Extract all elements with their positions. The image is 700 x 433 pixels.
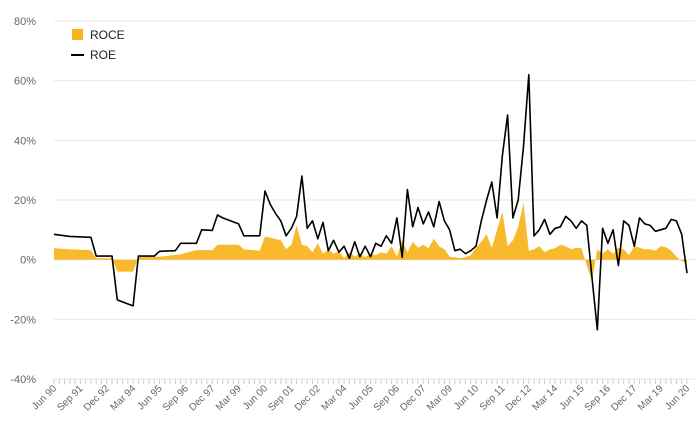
x-tick-label: Sep 11 <box>478 383 508 413</box>
y-axis-ticks: -40% -20% 0% 20% 40% 60% 80% <box>10 16 36 386</box>
roce-area-layer <box>54 203 687 281</box>
x-tick-label: Jun 95 <box>136 383 165 412</box>
roe-line <box>53 73 688 331</box>
x-tick-label: Dec 17 <box>609 383 639 413</box>
x-tick-label: Jun 05 <box>347 383 376 412</box>
x-tick-label: Sep 96 <box>161 383 191 413</box>
y-tick-label: -40% <box>10 374 36 386</box>
x-tick-label: Jun 20 <box>663 383 692 412</box>
legend-swatch-roce <box>72 29 83 40</box>
x-tick-label: Dec 92 <box>82 383 112 413</box>
roce-area <box>54 203 687 281</box>
y-tick-label: 20% <box>14 195 36 207</box>
y-tick-label: 80% <box>14 16 36 28</box>
x-tick-label: Mar 14 <box>530 383 560 413</box>
x-tick-label: Dec 07 <box>398 383 428 413</box>
legend-label-roce: ROCE <box>90 28 125 42</box>
legend-label-roe: ROE <box>90 48 116 62</box>
x-tick-label: Jun 10 <box>452 383 481 412</box>
roe-line-layer <box>53 73 688 331</box>
x-tick-label: Sep 06 <box>372 383 402 413</box>
x-tick-label: Dec 97 <box>187 383 217 413</box>
y-tick-label: 0% <box>20 255 36 267</box>
x-tick-label: Sep 91 <box>55 383 85 413</box>
x-tick-label: Mar 09 <box>425 383 455 413</box>
x-tick-label: Dec 02 <box>293 383 323 413</box>
x-tick-label: Jun 00 <box>241 383 270 412</box>
y-tick-label: 40% <box>14 135 36 147</box>
x-tick-label: Jun 90 <box>30 383 59 412</box>
x-tick-label: Mar 99 <box>214 383 244 413</box>
x-tick-label: Jun 15 <box>558 383 587 412</box>
y-tick-label: -20% <box>10 314 36 326</box>
x-tick-label: Sep 01 <box>266 383 296 413</box>
x-tick-label: Mar 19 <box>636 383 666 413</box>
legend: ROCE ROE <box>71 28 125 62</box>
y-tick-label: 60% <box>14 76 36 88</box>
x-tick-label: Mar 94 <box>108 383 138 413</box>
x-tick-label: Dec 12 <box>504 383 534 413</box>
x-tick-label: Mar 04 <box>319 383 349 413</box>
gridlines <box>54 20 695 380</box>
x-tick-label: Sep 16 <box>583 383 613 413</box>
